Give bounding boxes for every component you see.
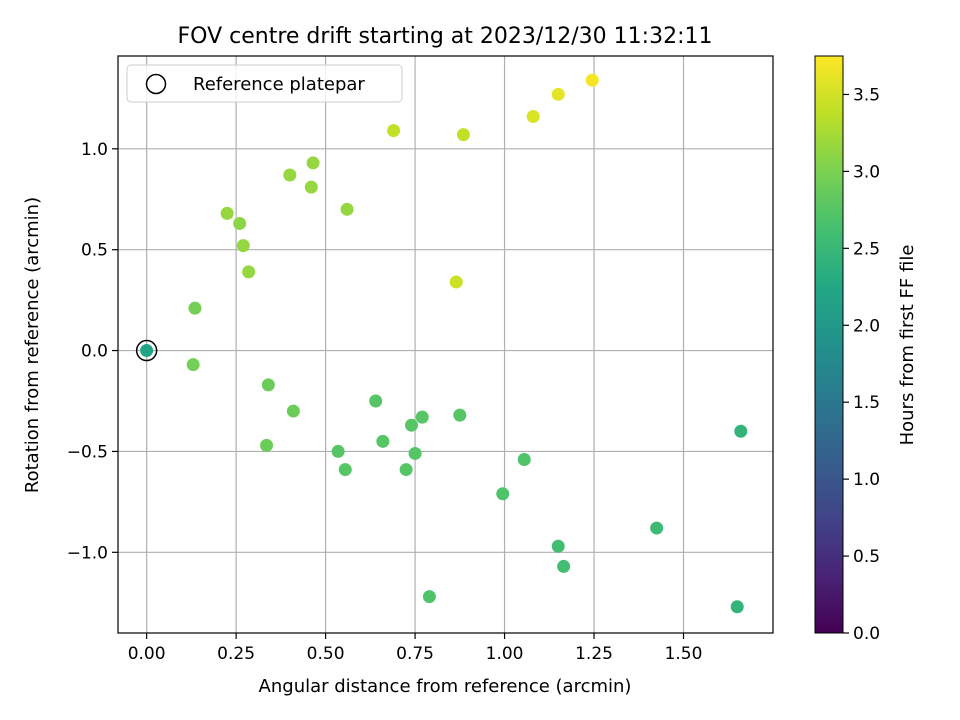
colorbar-label: Hours from first FF file (897, 245, 918, 446)
data-point (331, 444, 345, 458)
x-tick-label: 1.00 (486, 644, 524, 664)
data-point (286, 404, 300, 418)
data-point (734, 424, 748, 438)
legend-box (126, 64, 403, 103)
data-point (517, 452, 531, 466)
data-point (408, 446, 422, 460)
data-point (585, 73, 599, 87)
data-point (140, 344, 154, 358)
data-point (340, 202, 354, 216)
y-tick-label: −0.5 (67, 442, 108, 462)
data-point (188, 301, 202, 315)
chart-title: FOV centre drift starting at 2023/12/30 … (178, 24, 713, 49)
x-axis-ticks: 0.00 0.25 0.50 0.75 1.00 1.25 1.50 (128, 633, 703, 664)
x-axis-label: Angular distance from reference (arcmin) (259, 676, 632, 697)
x-tick-label: 1.25 (575, 644, 613, 664)
data-point (456, 128, 470, 142)
colorbar-tick-label: 2.5 (853, 239, 880, 259)
y-axis-ticks: −1.0 −0.5 0.0 0.5 1.0 (67, 140, 118, 563)
legend-marker-reference (145, 73, 167, 95)
plot-frame (117, 55, 774, 634)
data-point (338, 463, 352, 477)
data-point (415, 410, 429, 424)
colorbar-tick-label: 0.0 (853, 624, 880, 644)
y-tick-label: −1.0 (67, 543, 108, 563)
legend: Reference platepar (126, 64, 403, 103)
colorbar (814, 55, 844, 634)
y-tick-label: 0.5 (81, 241, 108, 261)
data-point (261, 378, 275, 392)
grid-lines (118, 56, 773, 633)
data-points (140, 73, 748, 614)
data-point (236, 239, 250, 253)
x-tick-label: 0.00 (128, 644, 166, 664)
data-point (306, 156, 320, 170)
x-tick-label: 0.75 (396, 644, 434, 664)
data-point (526, 110, 540, 124)
data-point (369, 394, 383, 408)
data-point (730, 600, 744, 614)
y-axis-label: Rotation from reference (arcmin) (22, 197, 43, 493)
data-point (496, 487, 510, 501)
data-point (283, 168, 297, 182)
data-point (557, 559, 571, 573)
data-point (453, 408, 467, 422)
data-point (404, 418, 418, 432)
y-tick-label: 0.0 (81, 342, 108, 362)
data-point (220, 206, 234, 220)
x-tick-label: 0.25 (217, 644, 255, 664)
data-point (551, 87, 565, 101)
y-tick-label: 1.0 (81, 140, 108, 160)
colorbar-tick-label: 3.5 (853, 85, 880, 105)
x-tick-label: 1.50 (665, 644, 703, 664)
data-point (449, 275, 463, 289)
colorbar-ticks: 0.0 0.5 1.0 1.5 2.0 2.5 3.0 3.5 (843, 85, 880, 644)
colorbar-tick-label: 1.5 (853, 393, 880, 413)
data-point (260, 438, 274, 452)
data-point (551, 539, 565, 553)
colorbar-tick-label: 2.0 (853, 316, 880, 336)
data-point (233, 216, 247, 230)
x-tick-label: 0.50 (307, 644, 345, 664)
data-point (399, 463, 413, 477)
data-point (242, 265, 256, 279)
colorbar-tick-label: 3.0 (853, 162, 880, 182)
colorbar-tick-label: 0.5 (853, 547, 880, 567)
reference-marker (135, 339, 158, 362)
legend-label-reference: Reference platepar (193, 74, 365, 95)
data-point (387, 124, 401, 138)
data-point (304, 180, 318, 194)
reference-platepar-marker (135, 339, 158, 362)
data-point (422, 590, 436, 604)
data-point (376, 434, 390, 448)
data-point (650, 521, 664, 535)
data-point (186, 358, 200, 372)
colorbar-tick-label: 1.0 (853, 470, 880, 490)
